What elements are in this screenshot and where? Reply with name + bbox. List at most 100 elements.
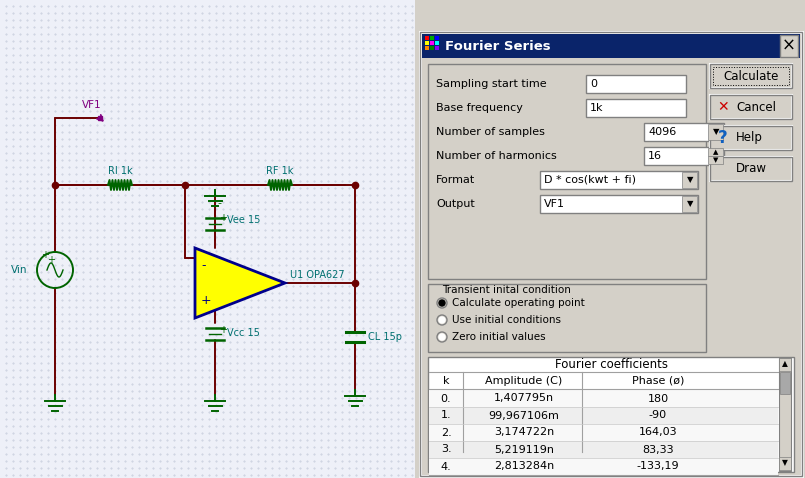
Text: Output: Output <box>436 199 475 209</box>
Text: ▼: ▼ <box>687 175 693 185</box>
Text: 3,174722n: 3,174722n <box>494 427 554 437</box>
Text: ✕: ✕ <box>717 100 729 114</box>
FancyBboxPatch shape <box>429 458 778 475</box>
FancyBboxPatch shape <box>540 171 698 189</box>
Text: RF 1k: RF 1k <box>266 166 294 176</box>
Text: ▼: ▼ <box>782 458 788 467</box>
Text: ▲: ▲ <box>713 149 719 155</box>
Text: 0.: 0. <box>440 393 452 403</box>
Text: Calculate operating point: Calculate operating point <box>452 298 584 308</box>
Text: ▼: ▼ <box>712 128 719 137</box>
Text: -: - <box>201 260 205 272</box>
Text: ▼: ▼ <box>713 157 719 163</box>
FancyBboxPatch shape <box>540 195 698 213</box>
Text: CL 15p: CL 15p <box>368 332 402 341</box>
FancyBboxPatch shape <box>430 41 434 45</box>
Text: ▲: ▲ <box>782 359 788 369</box>
FancyBboxPatch shape <box>710 157 792 181</box>
FancyBboxPatch shape <box>429 441 778 458</box>
Text: Fourier coefficients: Fourier coefficients <box>555 358 667 371</box>
Text: 0: 0 <box>590 79 597 89</box>
FancyBboxPatch shape <box>779 457 791 470</box>
Text: Format: Format <box>436 175 475 185</box>
Text: 1.: 1. <box>440 411 452 421</box>
FancyBboxPatch shape <box>425 46 429 50</box>
Text: Vcc 15: Vcc 15 <box>227 328 260 338</box>
FancyBboxPatch shape <box>710 64 792 88</box>
Text: Fourier Series: Fourier Series <box>445 40 551 53</box>
Text: 3.: 3. <box>440 445 452 455</box>
Text: D * cos(kwt + fi): D * cos(kwt + fi) <box>544 175 636 185</box>
FancyBboxPatch shape <box>682 172 697 188</box>
Text: -90: -90 <box>649 411 667 421</box>
Polygon shape <box>195 248 285 318</box>
Text: 5,219119n: 5,219119n <box>494 445 554 455</box>
Text: Amplitude (C): Amplitude (C) <box>485 376 563 385</box>
FancyBboxPatch shape <box>430 46 434 50</box>
Text: -133,19: -133,19 <box>637 461 679 471</box>
FancyBboxPatch shape <box>430 36 434 40</box>
FancyBboxPatch shape <box>644 147 724 165</box>
FancyBboxPatch shape <box>428 284 706 352</box>
FancyBboxPatch shape <box>710 95 792 119</box>
Text: 1k: 1k <box>590 103 604 113</box>
Text: VF1: VF1 <box>82 100 101 110</box>
Circle shape <box>439 334 445 340</box>
Text: +: + <box>219 325 227 335</box>
Text: +: + <box>41 250 49 260</box>
FancyBboxPatch shape <box>425 41 429 45</box>
Text: +: + <box>201 293 212 306</box>
Text: Number of harmonics: Number of harmonics <box>436 151 557 161</box>
FancyBboxPatch shape <box>428 64 706 279</box>
Text: 2.: 2. <box>440 427 452 437</box>
Text: 16: 16 <box>648 151 662 161</box>
Text: 2,813284n: 2,813284n <box>494 461 554 471</box>
Text: Sampling start time: Sampling start time <box>436 79 547 89</box>
Text: Phase (ø): Phase (ø) <box>632 376 684 385</box>
Text: Zero initial values: Zero initial values <box>452 332 546 342</box>
Text: 99,967106m: 99,967106m <box>489 411 559 421</box>
Text: ▼: ▼ <box>687 199 693 208</box>
Text: 1,407795n: 1,407795n <box>494 393 554 403</box>
FancyBboxPatch shape <box>708 156 723 164</box>
FancyBboxPatch shape <box>0 0 415 478</box>
Text: RI 1k: RI 1k <box>108 166 132 176</box>
FancyBboxPatch shape <box>779 358 791 471</box>
Text: Use initial conditions: Use initial conditions <box>452 315 561 325</box>
Text: -: - <box>217 198 221 208</box>
Text: 4096: 4096 <box>648 127 676 137</box>
Text: Vin: Vin <box>10 265 27 275</box>
Text: Draw: Draw <box>736 163 766 175</box>
FancyBboxPatch shape <box>779 358 791 371</box>
FancyBboxPatch shape <box>429 424 778 441</box>
FancyBboxPatch shape <box>710 126 792 150</box>
Text: 83,33: 83,33 <box>642 445 674 455</box>
Text: ?: ? <box>718 129 728 147</box>
FancyBboxPatch shape <box>682 196 697 212</box>
FancyBboxPatch shape <box>780 35 798 57</box>
Text: Vee 15: Vee 15 <box>227 215 260 225</box>
FancyBboxPatch shape <box>422 34 800 58</box>
Circle shape <box>439 317 445 323</box>
FancyBboxPatch shape <box>420 32 802 476</box>
Text: +: + <box>47 255 55 265</box>
Text: Cancel: Cancel <box>736 100 776 113</box>
Text: Number of samples: Number of samples <box>436 127 545 137</box>
FancyBboxPatch shape <box>586 99 686 117</box>
FancyBboxPatch shape <box>425 36 429 40</box>
Text: Transient inital condition: Transient inital condition <box>442 285 571 295</box>
FancyBboxPatch shape <box>435 46 439 50</box>
Text: U1 OPA627: U1 OPA627 <box>290 270 345 280</box>
FancyBboxPatch shape <box>708 148 723 156</box>
Text: 4.: 4. <box>440 461 452 471</box>
Text: Calculate: Calculate <box>724 69 778 83</box>
Circle shape <box>439 300 445 306</box>
Text: +: + <box>219 213 227 223</box>
FancyBboxPatch shape <box>644 123 724 141</box>
FancyBboxPatch shape <box>780 372 790 394</box>
Text: Help: Help <box>736 131 763 144</box>
FancyBboxPatch shape <box>435 41 439 45</box>
Text: k: k <box>443 376 449 385</box>
Text: ×: × <box>782 37 796 55</box>
FancyBboxPatch shape <box>586 75 686 93</box>
